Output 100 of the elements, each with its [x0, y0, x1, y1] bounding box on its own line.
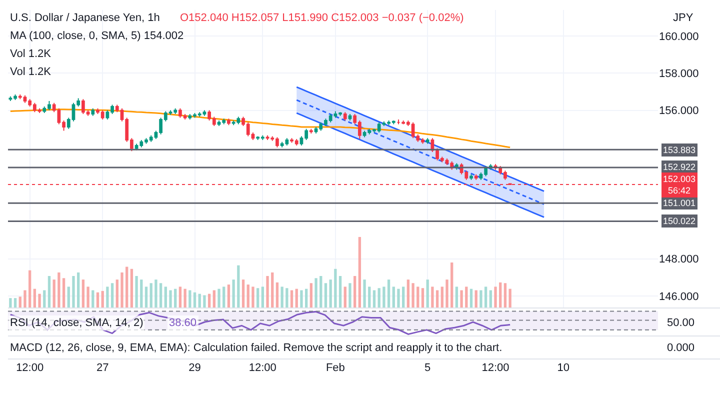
- bar: [465, 286, 468, 308]
- bar: [38, 294, 41, 308]
- bar: [508, 288, 512, 308]
- x-tick-label: 5: [424, 362, 431, 374]
- bar: [344, 286, 346, 308]
- bar: [58, 272, 60, 308]
- bar: [412, 283, 414, 308]
- annotation: Vol 1.2K: [10, 66, 52, 78]
- bar: [295, 288, 298, 308]
- bar: [43, 290, 46, 308]
- bar: [286, 288, 288, 308]
- bar: [227, 284, 230, 308]
- bar: [378, 288, 380, 308]
- bar: [446, 280, 448, 308]
- bar: [96, 292, 100, 308]
- text: MACD (12, 26, close, 9, EMA, EMA): Calculation failed. Remove the script and reapply it to the chart.: [10, 342, 502, 354]
- candlestick: [227, 118, 230, 126]
- bar: [494, 286, 497, 308]
- x-tick-label: 12:00: [16, 362, 44, 374]
- bar: [436, 290, 439, 308]
- x-tick-label: 12:00: [248, 362, 276, 374]
- bar: [397, 288, 400, 308]
- bar: [67, 286, 70, 308]
- text: RSI (14, close, SMA, 14, 2): [10, 317, 144, 329]
- ref-line-label: 153.883: [663, 145, 696, 155]
- bar: [402, 286, 405, 308]
- bar: [348, 283, 352, 308]
- bar: [271, 272, 274, 308]
- bar: [178, 286, 182, 308]
- bar: [310, 283, 313, 308]
- bar: [126, 266, 128, 308]
- bar: [135, 276, 138, 308]
- bar: [14, 298, 17, 308]
- bar: [499, 282, 502, 308]
- bar: [426, 280, 429, 308]
- bar: [144, 286, 148, 308]
- bar: [329, 280, 332, 308]
- y-tick-label: 148.000: [659, 254, 699, 266]
- bar: [300, 290, 303, 308]
- bar: [440, 286, 444, 308]
- bar: [77, 272, 80, 308]
- bar: [28, 270, 32, 308]
- bar: [218, 288, 220, 308]
- bar: [256, 288, 260, 308]
- bar: [237, 265, 240, 308]
- candlestick: [470, 174, 473, 180]
- y-tick-label: 156.000: [659, 105, 699, 118]
- bar: [392, 286, 395, 308]
- bar: [72, 276, 75, 308]
- bar: [455, 286, 458, 308]
- bar: [130, 268, 134, 308]
- bar: [252, 286, 254, 308]
- chart-title: U.S. Dollar / Japanese Yen, 1h: [10, 12, 160, 24]
- bar: [266, 276, 269, 308]
- bar: [314, 278, 318, 308]
- bar: [280, 286, 284, 308]
- y-tick-label: 158.000: [659, 68, 699, 80]
- bar: [24, 290, 26, 308]
- candlestick: [426, 138, 430, 144]
- bar: [421, 288, 424, 308]
- bar: [150, 283, 152, 308]
- line-series: [296, 86, 545, 192]
- bar: [406, 280, 410, 308]
- bar: [232, 280, 235, 308]
- ref-line-label: 152.922: [663, 162, 696, 172]
- y-axis-title: JPY: [673, 12, 694, 24]
- x-tick-label: 29: [188, 362, 201, 374]
- text: 50.00: [667, 317, 695, 329]
- candlestick: [396, 119, 400, 125]
- bar: [320, 276, 322, 308]
- chart-subtitle: O152.040 H152.057 L151.990 C152.003 −0.037 (−0.02%): [180, 12, 464, 24]
- bar: [334, 268, 337, 308]
- bar: [416, 286, 420, 308]
- bar: [18, 296, 22, 308]
- candlestick: [474, 174, 478, 180]
- annotation: Vol 1.2K: [10, 48, 52, 60]
- line-series: [296, 99, 545, 205]
- x-tick-label: 10: [557, 362, 570, 374]
- candlestick: [348, 113, 352, 121]
- bar: [193, 292, 196, 308]
- annotation: MA (100, close, 0, SMA, 5) 154.002: [10, 30, 184, 42]
- bar: [363, 280, 366, 308]
- bar: [9, 298, 12, 308]
- bar: [338, 276, 342, 308]
- bar: [261, 286, 264, 308]
- bar: [154, 280, 158, 308]
- candlestick: [91, 108, 95, 116]
- text: 0.000: [667, 342, 695, 354]
- bar: [353, 276, 356, 308]
- y-tick-label: 160.000: [659, 30, 699, 43]
- bar: [82, 280, 85, 308]
- candlestick: [343, 112, 347, 121]
- line-series: [10, 108, 511, 148]
- line-series: [296, 112, 545, 218]
- bar: [246, 284, 250, 308]
- bar: [159, 283, 162, 308]
- candlestick: [309, 128, 313, 134]
- bar: [120, 272, 124, 308]
- x-tick-label: Feb: [326, 362, 345, 374]
- bar: [358, 236, 362, 308]
